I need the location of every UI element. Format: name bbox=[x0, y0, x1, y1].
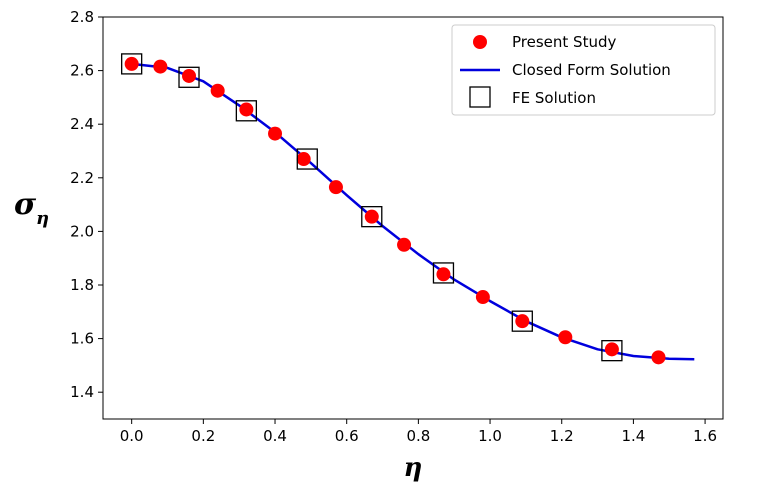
legend-fe-solution-marker bbox=[469, 86, 491, 108]
present-study-point bbox=[364, 209, 379, 224]
fe-solution-point bbox=[511, 310, 533, 332]
fe-solution-point bbox=[432, 262, 455, 284]
present-study-point bbox=[239, 102, 254, 117]
fe-solution-point bbox=[121, 53, 143, 75]
present-study-point bbox=[515, 314, 530, 329]
legend-closed-form-label: Closed Form Solution bbox=[512, 61, 671, 79]
present-study-point bbox=[604, 342, 619, 357]
series-layer bbox=[121, 53, 695, 365]
x-tick-label: 1.4 bbox=[621, 427, 645, 445]
present-study-point bbox=[558, 330, 573, 345]
y-tick-label: 2.2 bbox=[70, 169, 94, 187]
y-tick-label: 2.4 bbox=[70, 115, 94, 133]
y-tick-label: 1.6 bbox=[70, 330, 94, 348]
x-tick-label: 0.8 bbox=[406, 427, 430, 445]
x-tick-label: 1.6 bbox=[693, 427, 717, 445]
present-study-point bbox=[182, 68, 197, 83]
legend-box bbox=[451, 24, 716, 116]
legend-present-study-marker bbox=[473, 35, 487, 49]
x-axis-label: η bbox=[404, 453, 423, 483]
present-study-point bbox=[397, 237, 412, 252]
x-tick-label: 1.0 bbox=[478, 427, 502, 445]
axis-ticks: 0.0 0.2 0.4 0.6 0.8 1.0 1.2 1.4 1.6 1.4 1.6 1.8 2.0 2… bbox=[70, 8, 717, 445]
y-tick-label: 2.6 bbox=[70, 62, 94, 80]
y-tick-label: 2.8 bbox=[70, 8, 94, 26]
fe-solution-point bbox=[178, 66, 200, 88]
x-tick-label: 0.4 bbox=[263, 427, 287, 445]
fe-solution-point bbox=[296, 148, 318, 170]
present-study-point bbox=[475, 290, 490, 305]
x-tick-label: 0.2 bbox=[191, 427, 215, 445]
present-study-point bbox=[436, 267, 451, 282]
present-study-point bbox=[153, 59, 168, 74]
present-study-point bbox=[124, 56, 139, 71]
fe-solution-point bbox=[601, 340, 623, 362]
y-axis-label-subscript: η bbox=[36, 208, 49, 229]
y-axis-label: σ bbox=[14, 187, 37, 222]
plot-frame bbox=[102, 16, 724, 420]
x-tick-label: 0.0 bbox=[120, 427, 144, 445]
legend-present-study-label: Present Study bbox=[512, 33, 616, 51]
y-tick-label: 1.4 bbox=[70, 383, 94, 401]
x-tick-label: 0.6 bbox=[335, 427, 359, 445]
present-study-point bbox=[651, 350, 666, 365]
legend-fe-solution-label: FE Solution bbox=[512, 89, 596, 107]
fe-solution-point bbox=[361, 206, 383, 228]
legend: Present Study Closed Form Solution FE So… bbox=[451, 24, 716, 116]
fe-solution-point bbox=[235, 100, 258, 122]
x-tick-label: 1.2 bbox=[550, 427, 574, 445]
present-study-point bbox=[210, 83, 225, 98]
y-tick-label: 1.8 bbox=[70, 276, 94, 294]
present-study-point bbox=[268, 126, 283, 141]
present-study-point bbox=[296, 152, 311, 167]
y-tick-label: 2.0 bbox=[70, 222, 94, 240]
present-study-point bbox=[328, 180, 343, 195]
